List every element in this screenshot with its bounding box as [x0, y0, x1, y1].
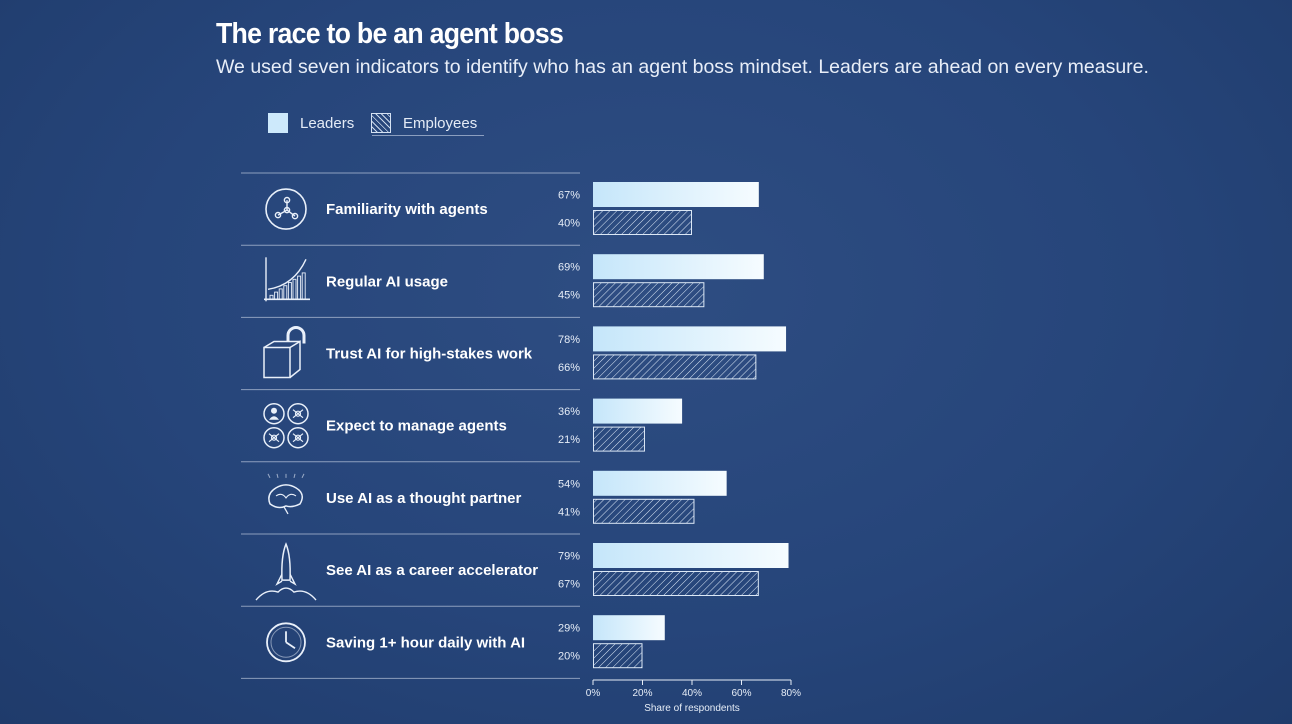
- value-label-leaders: 69%: [558, 262, 580, 274]
- bar-leaders: [593, 398, 683, 424]
- value-label-employees: 21%: [558, 434, 580, 446]
- value-label-leaders: 54%: [558, 478, 580, 490]
- x-tick-label: 80%: [781, 688, 801, 699]
- value-label-employees: 45%: [558, 290, 580, 302]
- category-label: Expect to manage agents: [326, 418, 507, 435]
- category-label: Trust AI for high-stakes work: [326, 346, 533, 363]
- clock-icon: [266, 622, 306, 663]
- bar-employees: [593, 354, 757, 380]
- value-label-leaders: 67%: [558, 190, 580, 202]
- value-label-employees: 66%: [558, 362, 580, 374]
- category-label: Saving 1+ hour daily with AI: [326, 634, 525, 651]
- unlocked-box-icon: [263, 326, 306, 379]
- chart-subtitle: We used seven indicators to identify who…: [216, 56, 1149, 78]
- chart-title: The race to be an agent boss: [216, 18, 564, 50]
- value-label-leaders: 36%: [558, 406, 580, 418]
- bar-employees: [593, 498, 695, 524]
- x-axis-title: Share of respondents: [644, 703, 740, 714]
- legend-swatch-leaders: [268, 113, 288, 133]
- bar-leaders: [593, 470, 727, 496]
- value-label-employees: 20%: [558, 651, 580, 663]
- legend-swatch-employees: [371, 113, 391, 133]
- bar-employees: [593, 210, 692, 235]
- bar-leaders: [593, 615, 665, 641]
- value-label-employees: 40%: [558, 218, 580, 230]
- legend-item-leaders: Leaders: [268, 113, 354, 133]
- category-label: Use AI as a thought partner: [326, 490, 521, 507]
- x-tick-label: 40%: [682, 688, 702, 699]
- x-tick-label: 20%: [632, 688, 652, 699]
- legend-underline: [372, 135, 484, 136]
- value-label-employees: 67%: [558, 579, 580, 591]
- category-label: Familiarity with agents: [326, 201, 488, 218]
- rising-bar-chart-icon: [264, 257, 310, 302]
- legend-label-employees: Employees: [403, 114, 478, 132]
- rocket-icon: [255, 542, 317, 601]
- bar-leaders: [593, 182, 759, 207]
- x-tick-label: 60%: [731, 688, 751, 699]
- category-label: See AI as a career accelerator: [326, 562, 538, 579]
- network-node-icon: [265, 188, 307, 230]
- value-label-leaders: 79%: [558, 551, 580, 563]
- bar-leaders: [593, 326, 787, 352]
- brain-icon: [267, 473, 305, 515]
- value-label-employees: 41%: [558, 506, 580, 518]
- agents-grid-icon: [263, 402, 309, 449]
- value-label-leaders: 29%: [558, 623, 580, 635]
- bar-employees: [593, 643, 643, 669]
- bar-leaders: [593, 254, 764, 280]
- value-label-leaders: 78%: [558, 334, 580, 346]
- category-label: Regular AI usage: [326, 273, 448, 290]
- bar-employees: [593, 426, 645, 452]
- legend-label-leaders: Leaders: [300, 114, 355, 132]
- legend-item-employees: Employees: [371, 113, 477, 133]
- x-tick-label: 0%: [586, 688, 601, 699]
- bar-leaders: [593, 543, 789, 568]
- bar-employees: [593, 571, 759, 596]
- bar-employees: [593, 282, 705, 308]
